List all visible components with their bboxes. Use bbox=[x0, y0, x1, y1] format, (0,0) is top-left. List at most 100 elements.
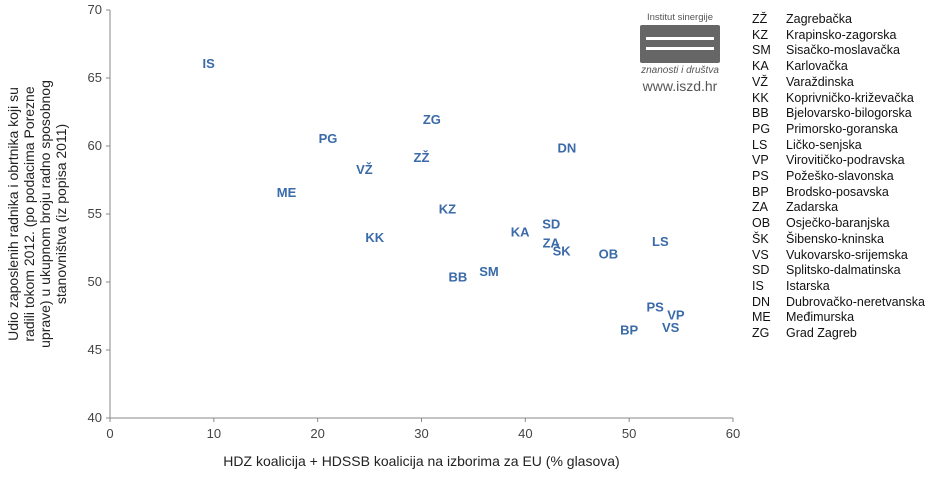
point-label-šk: ŠK bbox=[553, 244, 572, 259]
point-label-kz: KZ bbox=[439, 202, 456, 217]
legend-code: ZG bbox=[752, 326, 770, 341]
legend-item: ZG Grad Zagreb bbox=[752, 326, 925, 342]
point-label-bb: BB bbox=[448, 270, 467, 285]
legend-name: Bjelovarsko-bilogorska bbox=[786, 106, 912, 121]
point-label-ps: PS bbox=[646, 299, 664, 314]
legend-name: Vukovarsko-srijemska bbox=[786, 247, 908, 262]
legend-code: LS bbox=[752, 137, 768, 152]
legend-item: KZ Krapinsko-zagorska bbox=[752, 28, 925, 44]
legend-code: IS bbox=[752, 278, 764, 293]
point-label-zg: ZG bbox=[423, 112, 441, 127]
y-axis-title: Udio zaposlenih radnika i obrtnika koji … bbox=[5, 80, 69, 348]
point-label-vž: VŽ bbox=[356, 162, 373, 177]
legend-item: DN Dubrovačko-neretvanska bbox=[752, 295, 925, 311]
y-tick-label: 40 bbox=[88, 410, 102, 425]
x-tick-label: 10 bbox=[207, 426, 221, 441]
legend-code: KK bbox=[752, 90, 769, 105]
legend-name: Karlovačka bbox=[786, 59, 848, 74]
logo-sub-text: znanosti i društva bbox=[641, 65, 719, 76]
point-label-ls: LS bbox=[652, 234, 669, 249]
legend-item: SD Splitsko-dalmatinska bbox=[752, 263, 925, 279]
point-label-kk: KK bbox=[365, 230, 384, 245]
legend-item: PG Primorsko-goranska bbox=[752, 122, 925, 138]
point-label-me: ME bbox=[277, 185, 297, 200]
x-tick-label: 0 bbox=[106, 426, 113, 441]
legend-item: VP Virovitičko-podravska bbox=[752, 153, 925, 169]
legend-name: Grad Zagreb bbox=[786, 326, 857, 341]
x-tick-label: 50 bbox=[622, 426, 636, 441]
legend-name: Primorsko-goranska bbox=[786, 121, 898, 136]
point-label-is: IS bbox=[202, 56, 215, 71]
y-tick-label: 60 bbox=[88, 138, 102, 153]
point-label-vp: VP bbox=[667, 308, 685, 323]
legend-name: Koprivničko-križevačka bbox=[786, 90, 914, 105]
x-tick-label: 60 bbox=[726, 426, 740, 441]
legend-code: ŠK bbox=[752, 231, 769, 246]
point-label-pg: PG bbox=[319, 131, 338, 146]
legend-item: OB Osječko-baranjska bbox=[752, 216, 925, 232]
x-tick-label: 40 bbox=[518, 426, 532, 441]
x-tick-label: 20 bbox=[310, 426, 324, 441]
legend-code: KZ bbox=[752, 27, 768, 42]
legend-code: BP bbox=[752, 184, 769, 199]
legend-name: Istarska bbox=[786, 278, 830, 293]
iszd-logo: Institut sinergije znanosti i društva ww… bbox=[634, 12, 726, 94]
legend-item: ME Međimurska bbox=[752, 310, 925, 326]
legend-item: VŽ Varaždinska bbox=[752, 75, 925, 91]
legend-code: ZŽ bbox=[752, 12, 768, 26]
legend-name: Krapinsko-zagorska bbox=[786, 27, 897, 42]
legend-code: SM bbox=[752, 43, 771, 58]
logo-top-text: Institut sinergije bbox=[646, 12, 713, 23]
legend-code: VS bbox=[752, 247, 769, 262]
legend-item: ZA Zadarska bbox=[752, 200, 925, 216]
legend-item: LS Ličko-senjska bbox=[752, 138, 925, 154]
legend-item: KA Karlovačka bbox=[752, 59, 925, 75]
legend-item: KK Koprivničko-križevačka bbox=[752, 91, 925, 107]
legend-item: ŠK Šibensko-kninska bbox=[752, 232, 925, 248]
legend-code: VP bbox=[752, 153, 769, 168]
legend-name: Brodsko-posavska bbox=[786, 184, 889, 199]
legend-code: VŽ bbox=[752, 74, 768, 89]
logo-bar bbox=[646, 37, 714, 40]
legend-name: Međimurska bbox=[786, 310, 855, 325]
point-label-zž: ZŽ bbox=[414, 150, 430, 165]
legend-name: Požeško-slavonska bbox=[786, 169, 894, 184]
legend-name: Virovitičko-podravska bbox=[786, 153, 905, 168]
point-label-ob: OB bbox=[599, 246, 619, 261]
point-label-vs: VS bbox=[662, 320, 680, 335]
legend-item: VS Vukovarsko-srijemska bbox=[752, 248, 925, 264]
legend-item: BB Bjelovarsko-bilogorska bbox=[752, 106, 925, 122]
legend-name: Osječko-baranjska bbox=[786, 216, 890, 231]
legend-name: Šibensko-kninska bbox=[786, 231, 884, 246]
legend-code: OB bbox=[752, 216, 771, 231]
legend-code: PS bbox=[752, 169, 769, 184]
y-tick-label: 55 bbox=[88, 206, 102, 221]
logo-url: www.iszd.hr bbox=[642, 78, 718, 94]
legend-item: IS Istarska bbox=[752, 279, 925, 295]
legend-name: Ličko-senjska bbox=[786, 137, 862, 152]
legend-item: SM Sisačko-moslavačka bbox=[752, 43, 925, 59]
point-label-sd: SD bbox=[542, 217, 560, 232]
point-label-dn: DN bbox=[557, 140, 576, 155]
legend-code: ME bbox=[752, 310, 771, 325]
legend-item: ZŽ Zagrebačka bbox=[752, 12, 925, 28]
y-tick-label: 70 bbox=[88, 2, 102, 17]
legend-name: Sisačko-moslavačka bbox=[786, 43, 900, 58]
y-axis-title-line: uprave) u ukupnom broju radno sposobnog bbox=[37, 80, 53, 348]
legend-name: Splitsko-dalmatinska bbox=[786, 263, 901, 278]
legend-item: BP Brodsko-posavska bbox=[752, 185, 925, 201]
y-axis-title-line: Udio zaposlenih radnika i obrtnika koji … bbox=[5, 87, 21, 341]
legend-name: Varaždinska bbox=[786, 74, 854, 89]
x-tick-label: 30 bbox=[414, 426, 428, 441]
legend-code: BB bbox=[752, 106, 769, 121]
legend-code: KA bbox=[752, 59, 769, 74]
legend-code: ZA bbox=[752, 200, 768, 215]
y-axis-title-line: radili tokom 2012. (po podacima Porezne bbox=[21, 86, 37, 341]
y-tick-label: 65 bbox=[88, 70, 102, 85]
legend-item: PS Požeško-slavonska bbox=[752, 169, 925, 185]
logo-bar bbox=[646, 47, 714, 50]
legend-code: PG bbox=[752, 121, 771, 136]
legend-name: Dubrovačko-neretvanska bbox=[786, 294, 925, 309]
point-label-za: ZA bbox=[543, 236, 561, 251]
